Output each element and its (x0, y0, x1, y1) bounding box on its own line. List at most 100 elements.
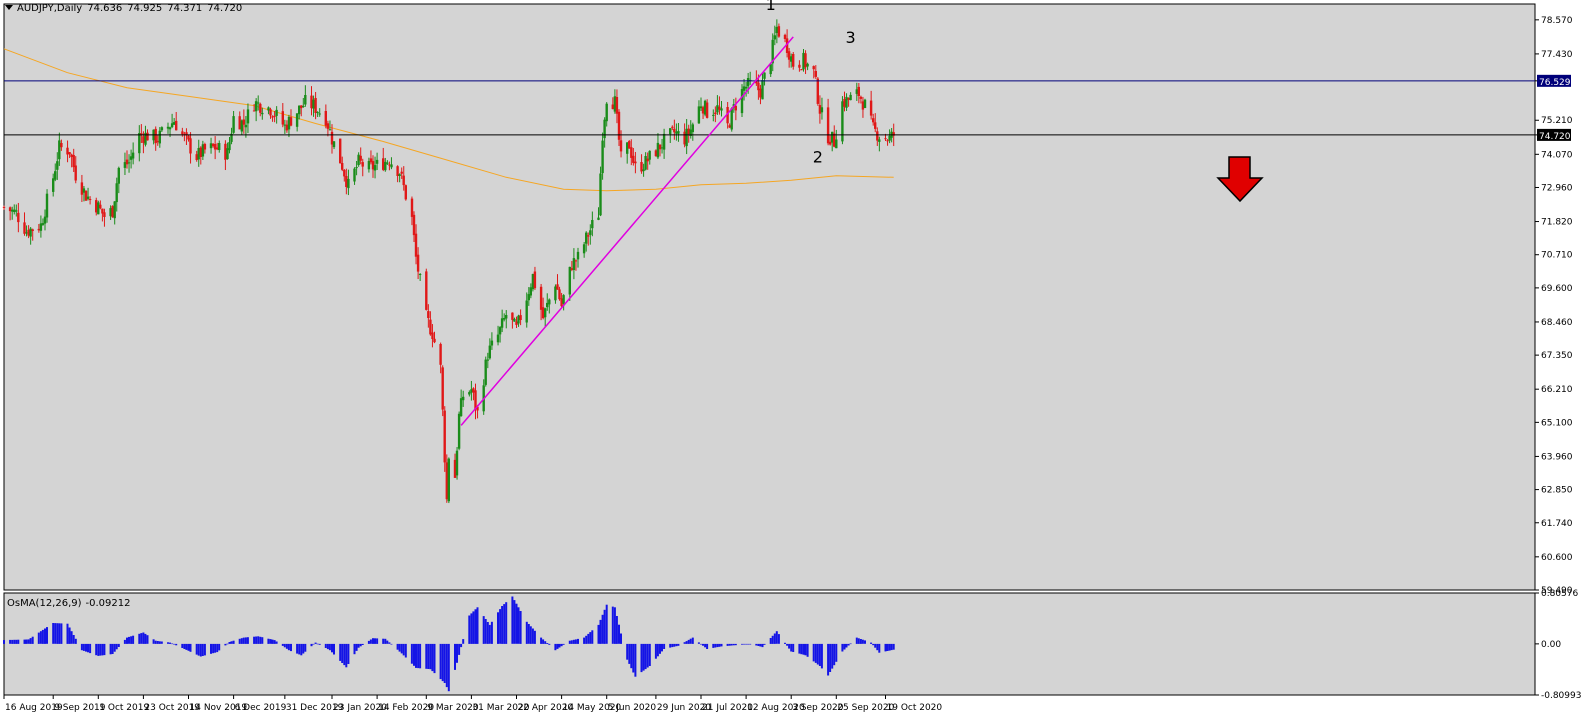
candle-body (195, 154, 198, 160)
time-tick-label: 25 Sep 2020 (837, 703, 894, 713)
osma-bar (849, 643, 852, 645)
price-tick-label: 69.600 (1541, 284, 1573, 294)
candle-body (86, 196, 90, 199)
osma-name: OsMA(12,26,9) (7, 598, 82, 609)
candle-body (312, 99, 315, 109)
osma-bar (583, 637, 586, 644)
candle-body (859, 96, 863, 99)
osma-bar (60, 623, 63, 644)
osma-bar (634, 643, 637, 677)
osma-panel[interactable] (3, 592, 1536, 696)
osma-bar (556, 643, 559, 649)
osma-tick-label: 0.80576 (1541, 589, 1578, 599)
osma-axis[interactable]: 0.80576 0.00 -0.80993 (1535, 589, 1581, 701)
osma-bar (197, 643, 200, 656)
candle-body (211, 143, 215, 147)
candle-body (572, 258, 576, 270)
osma-bar (372, 638, 374, 644)
osma-tick-label: -0.80993 (1541, 691, 1581, 701)
osma-bar (376, 638, 379, 644)
osma-bar (74, 638, 77, 644)
candle-body (156, 140, 159, 142)
osma-bar (675, 643, 678, 647)
osma-bar (9, 639, 12, 644)
candle-body (259, 103, 262, 113)
osma-bar (427, 643, 430, 669)
candle-body (160, 127, 164, 131)
osma-bar (864, 640, 866, 644)
osma-bar (763, 643, 766, 645)
osma-bar (769, 638, 772, 644)
menu-triangle-icon[interactable] (5, 5, 13, 10)
candle-body (804, 53, 807, 68)
osma-bar (501, 606, 504, 644)
osma-bar (431, 643, 434, 672)
osma-bar (27, 639, 30, 644)
osma-bar (214, 643, 217, 653)
candle-body (97, 202, 100, 215)
candle-body (414, 233, 418, 257)
candle-body (755, 79, 758, 84)
candle-body (213, 144, 217, 150)
candle-body (244, 124, 248, 128)
osma-bar (400, 643, 403, 654)
osma-bar (415, 643, 417, 668)
osma-bar (396, 643, 399, 650)
osma-bar (429, 643, 432, 670)
osma-bar (685, 641, 688, 644)
trendline-layer (460, 36, 794, 426)
candle-body (757, 82, 760, 91)
candle-body (874, 122, 877, 129)
osma-bar (287, 643, 290, 651)
osma-bar (13, 639, 16, 644)
candle-body (355, 167, 358, 169)
osma-bar (201, 643, 204, 656)
osma-bar (304, 643, 307, 652)
candle-body (43, 216, 47, 224)
osma-bar (357, 643, 360, 648)
candle-body (884, 138, 887, 140)
candle-body (554, 286, 557, 301)
candle-body (271, 116, 274, 118)
candle-body (646, 158, 649, 162)
osma-bar (95, 643, 98, 656)
symbol-label: AUDJPY,Daily (17, 3, 83, 14)
price-axis[interactable]: 78.570 77.430 76.529 75.210 74.720 74.070 72.9… (1535, 16, 1573, 596)
osma-bar (734, 643, 737, 646)
osma-bar (281, 643, 284, 646)
osma-bar (562, 643, 565, 645)
osma-bar (704, 643, 707, 648)
osma-bar (872, 643, 875, 646)
candle-body (861, 101, 865, 110)
osma-bar (140, 633, 143, 644)
osma-bar (158, 641, 161, 644)
candle-body (828, 141, 832, 145)
candle-body (615, 97, 619, 114)
candle-body (129, 156, 133, 160)
candle-body (642, 169, 645, 172)
candle-body (687, 128, 690, 135)
candle-body (656, 142, 660, 158)
candle-body (574, 260, 578, 262)
price-panel[interactable] (3, 3, 1536, 591)
osma-bar (68, 627, 71, 644)
candle-body (826, 107, 830, 144)
candle-body (201, 144, 205, 157)
time-tick-label: 31 Mar 2020 (472, 703, 529, 713)
candle-body (539, 286, 543, 310)
time-tick-label: 1 Oct 2019 (99, 703, 149, 713)
candle-body (384, 161, 387, 171)
osma-bar (369, 639, 372, 644)
candle-body (769, 64, 772, 75)
candle-body (498, 327, 502, 335)
osma-bar (599, 619, 602, 644)
candle-body (662, 133, 666, 150)
osma-bar (671, 643, 674, 648)
osma-bar (732, 643, 735, 646)
osma-bar (316, 643, 319, 645)
candle-body (339, 138, 342, 164)
osma-bar (58, 623, 61, 644)
